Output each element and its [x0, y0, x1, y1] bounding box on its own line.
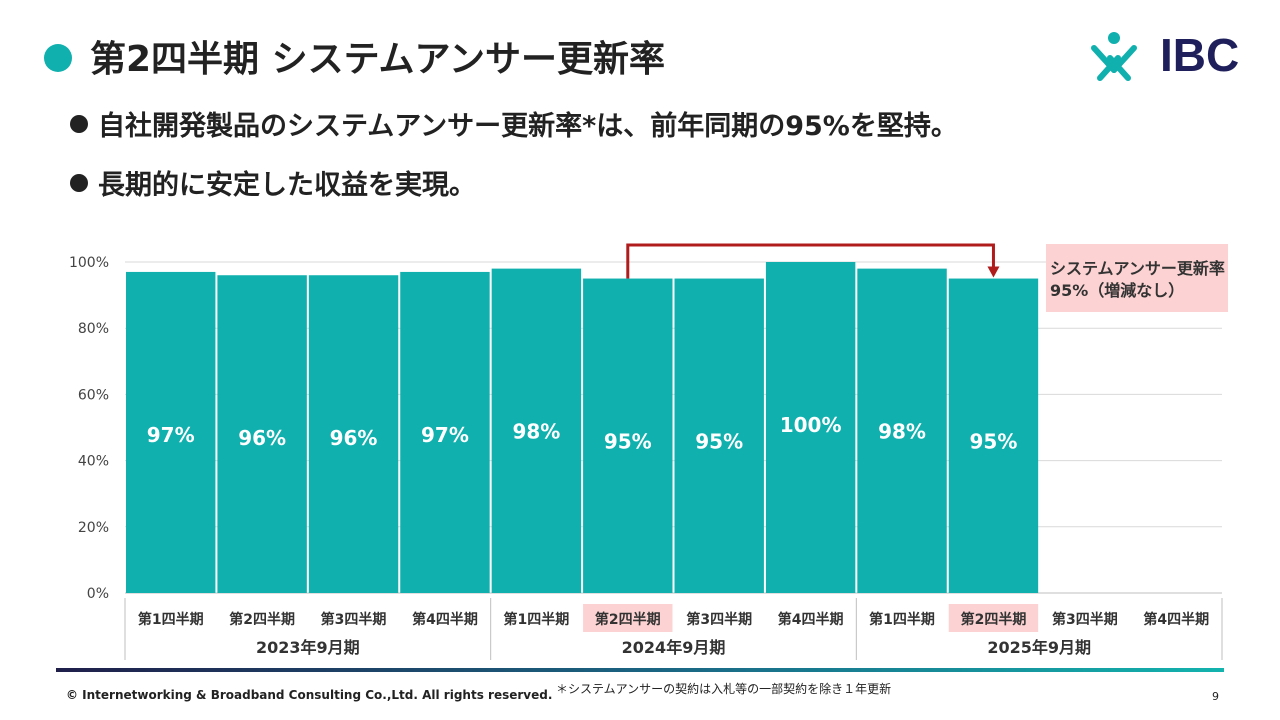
bar [400, 271, 490, 593]
x-group-label: 2024年9月期 [622, 638, 726, 657]
bar [857, 268, 947, 593]
page-title: 第2四半期 システムアンサー更新率 [90, 39, 666, 80]
x-tick-label: 第4四半期 [778, 611, 844, 628]
y-tick-label: 0% [87, 586, 109, 602]
comparison-bracket [626, 243, 995, 279]
category-highlight [948, 604, 1039, 632]
bullet-dot-icon [70, 115, 88, 133]
copyright-text: © Internetworking & Broadband Consulting… [66, 688, 553, 702]
title-bullet-icon [44, 44, 72, 72]
renewal-rate-callout: システムアンサー更新率 95%（増減なし） [1046, 244, 1228, 312]
callout-line-2: 95%（増減なし） [1050, 281, 1185, 300]
company-logo-text: IBC [1160, 29, 1240, 81]
footnote-text: ＊システムアンサーの契約は入札等の一部契約を除き１年更新 [556, 682, 892, 696]
data-label: 96% [238, 426, 286, 450]
x-tick-label: 第3四半期 [321, 611, 387, 628]
x-tick-label: 第4四半期 [1143, 611, 1209, 628]
x-tick-label: 第1四半期 [138, 611, 204, 628]
data-label: 98% [878, 420, 926, 444]
data-label: 95% [970, 430, 1018, 454]
x-group-label: 2023年9月期 [256, 638, 360, 657]
bar [583, 278, 673, 593]
page-number: 9 [1212, 690, 1219, 703]
x-tick-label: 第2四半期 [595, 611, 661, 628]
bar [217, 275, 307, 593]
bar [948, 278, 1039, 593]
footer-gradient-bar [56, 668, 1224, 672]
x-tick-label: 第1四半期 [869, 611, 935, 628]
x-tick-label: 第3四半期 [1052, 611, 1118, 628]
x-tick-label: 第4四半期 [412, 611, 478, 628]
bar [491, 268, 582, 593]
bullet-1-text: 自社開発製品のシステムアンサー更新率*は、前年同期の95%を堅持。 [98, 111, 958, 142]
bullet-2: 長期的に安定した収益を実現。 [70, 163, 476, 202]
data-label: 95% [604, 430, 652, 454]
bullet-1: 自社開発製品のシステムアンサー更新率*は、前年同期の95%を堅持。 [70, 104, 958, 143]
y-tick-label: 100% [69, 255, 109, 271]
bar [308, 275, 399, 593]
data-label: 100% [780, 413, 842, 437]
y-tick-label: 60% [78, 387, 109, 403]
y-tick-label: 20% [78, 520, 109, 536]
bar [126, 271, 216, 593]
data-label: 97% [421, 423, 469, 447]
bar [674, 278, 764, 593]
ibc-logo-icon [1091, 32, 1137, 81]
data-label: 96% [330, 426, 378, 450]
category-highlight [583, 604, 673, 632]
bullet-2-text: 長期的に安定した収益を実現。 [98, 170, 476, 201]
data-label: 97% [147, 423, 195, 447]
callout-line-1: システムアンサー更新率 [1050, 259, 1225, 278]
bullet-dot-icon [70, 174, 88, 192]
data-label: 95% [695, 430, 743, 454]
y-tick-label: 80% [78, 321, 109, 337]
x-tick-label: 第2四半期 [961, 611, 1027, 628]
y-tick-label: 40% [78, 454, 109, 470]
bar [765, 262, 856, 593]
data-label: 98% [512, 420, 560, 444]
comparison-arrowhead [987, 266, 1000, 278]
x-group-label: 2025年9月期 [987, 638, 1091, 657]
x-tick-label: 第1四半期 [504, 611, 570, 628]
x-tick-label: 第3四半期 [686, 611, 752, 628]
x-tick-label: 第2四半期 [229, 611, 295, 628]
